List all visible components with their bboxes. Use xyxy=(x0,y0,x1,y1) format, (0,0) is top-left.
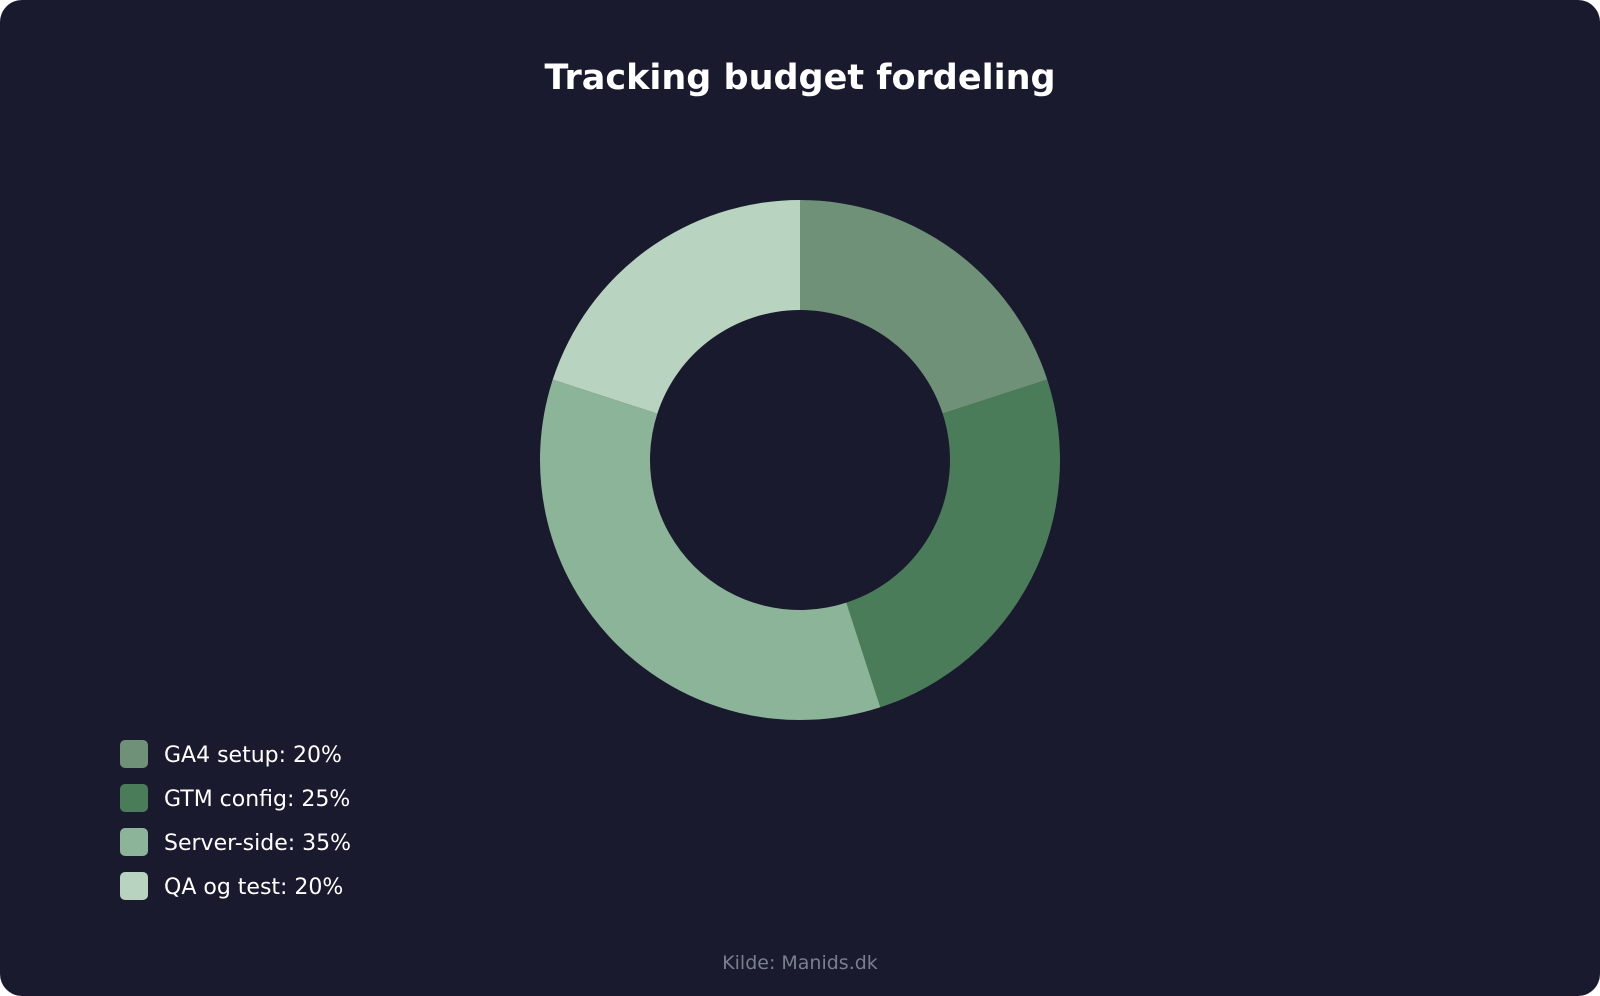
source-note: Kilde: Manids.dk xyxy=(722,952,878,974)
legend-swatch xyxy=(120,740,148,768)
legend-swatch xyxy=(120,784,148,812)
legend-swatch xyxy=(120,872,148,900)
donut-slice-qa-og-test xyxy=(552,200,800,414)
chart-title: Tracking budget fordeling xyxy=(544,58,1056,98)
donut-slice-ga4-setup xyxy=(800,200,1048,414)
legend-label: Server-side: 35% xyxy=(164,831,352,856)
legend-label: GA4 setup: 20% xyxy=(164,743,342,768)
donut-slice-server-side xyxy=(539,379,881,720)
legend-label: QA og test: 20% xyxy=(164,875,344,900)
legend-label: GTM config: 25% xyxy=(164,787,351,812)
donut-slice-gtm-config xyxy=(846,379,1060,708)
legend-swatch xyxy=(120,828,148,856)
